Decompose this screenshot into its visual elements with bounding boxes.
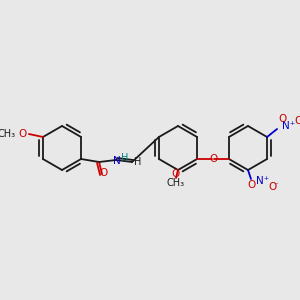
Text: H: H xyxy=(134,157,141,167)
Text: O: O xyxy=(99,168,107,178)
Text: O: O xyxy=(294,116,300,126)
Text: H: H xyxy=(121,153,128,163)
Text: N: N xyxy=(113,156,121,166)
Text: O: O xyxy=(268,182,276,192)
Text: O: O xyxy=(171,169,179,179)
Text: ⁻: ⁻ xyxy=(273,182,278,190)
Text: CH₃: CH₃ xyxy=(0,129,16,139)
Text: N⁺: N⁺ xyxy=(282,121,295,131)
Text: N⁺: N⁺ xyxy=(256,176,269,186)
Text: ⁻: ⁻ xyxy=(299,116,300,124)
Text: O: O xyxy=(248,180,256,190)
Text: O: O xyxy=(19,129,27,139)
Text: O: O xyxy=(278,114,286,124)
Text: O: O xyxy=(209,154,217,164)
Text: CH₃: CH₃ xyxy=(167,178,185,188)
